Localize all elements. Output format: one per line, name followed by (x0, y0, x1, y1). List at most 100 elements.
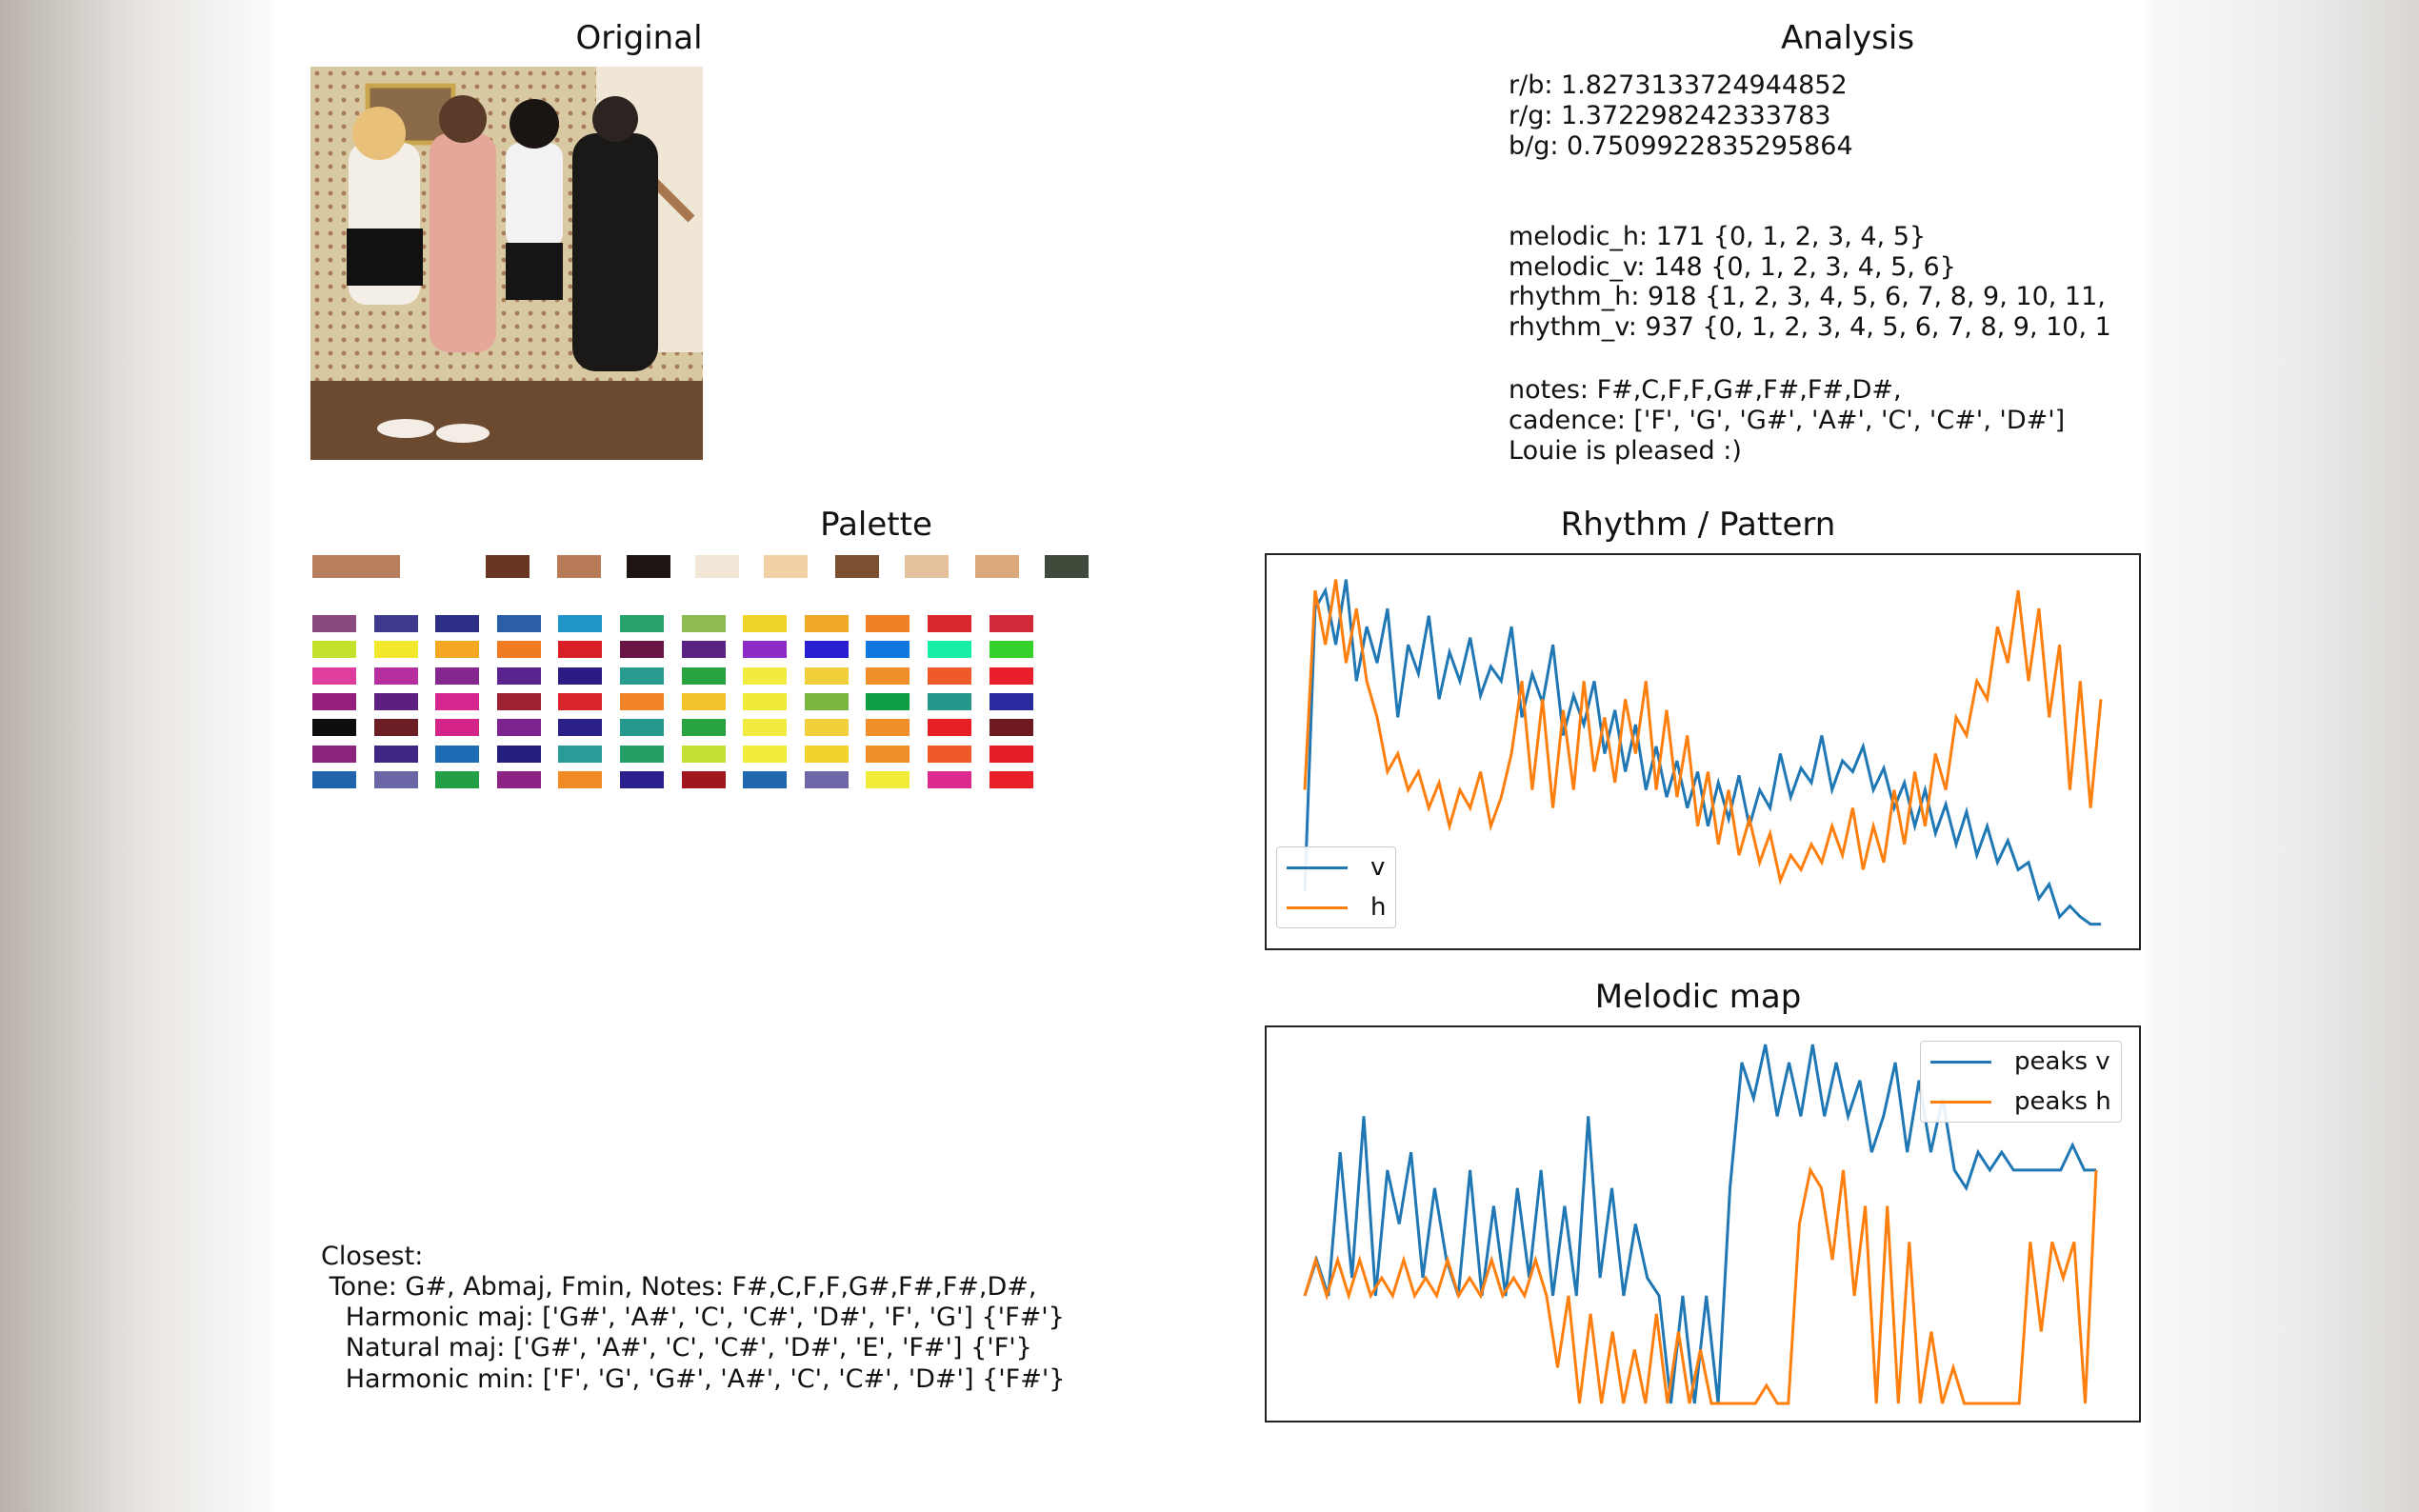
legend-label-peaks-v: peaks v (2014, 1047, 2110, 1076)
palette-grid-cell (989, 666, 1033, 685)
palette-grid-cell (373, 692, 418, 710)
palette-grid-cell (558, 641, 603, 659)
palette-grid-cell (558, 692, 603, 710)
analysis-ratio-rb: r/b: 1.8273133724944852 (1509, 70, 1848, 100)
palette-grid-cell (866, 745, 910, 763)
palette-grid-cell (620, 666, 664, 685)
melodic-legend: peaks v peaks h (1920, 1041, 2122, 1123)
rhythm-pattern-svg (1303, 579, 2103, 926)
verdict-line: Louie is pleased :) (1509, 436, 1742, 466)
palette-grid-cell (866, 770, 910, 788)
palette-grid-cell (373, 770, 418, 788)
palette-grid-cell (312, 641, 356, 659)
palette-swatch (695, 555, 739, 578)
palette-grid-cell (804, 745, 849, 763)
palette-grid-cell (743, 719, 788, 737)
palette-grid-cell (928, 770, 971, 788)
palette-grid-cell (435, 692, 480, 710)
palette-grid-cell (620, 615, 664, 632)
melodic-map-plot: peaks v peaks h (1265, 1025, 2141, 1422)
palette-swatch (400, 555, 444, 578)
palette-grid-cell (620, 745, 664, 763)
palette-grid-cell (866, 719, 910, 737)
palette-grid-cell (620, 641, 664, 659)
legend-line-v (1287, 865, 1348, 869)
analysis-ratio-bg: b/g: 0.7509922835295864 (1509, 131, 1853, 161)
melodic-map-svg (1303, 1044, 2098, 1405)
legend-entry-peaks-v: peaks v (1921, 1042, 2121, 1082)
palette-grid-cell (989, 770, 1033, 788)
palette-grid-cell (373, 615, 418, 632)
palette-swatch (557, 555, 601, 578)
rhythm-legend: v h (1276, 846, 1397, 928)
palette-grid-cell (989, 745, 1033, 763)
palette-grid-cell (373, 745, 418, 763)
palette-swatch (975, 555, 1019, 578)
palette-grid-cell (866, 692, 910, 710)
palette-grid-cell (989, 641, 1033, 659)
palette-grid-cell (373, 666, 418, 685)
rhythm-h-line: rhythm_h: 918 {1, 2, 3, 4, 5, 6, 7, 8, 9… (1509, 282, 2106, 311)
legend-label-peaks-h: peaks h (2014, 1087, 2111, 1116)
palette-swatch (312, 555, 400, 578)
melodic-title: Melodic map (1594, 978, 1802, 1016)
palette-grid-cell (620, 770, 664, 788)
palette-grid-cell (435, 745, 480, 763)
palette-grid-cell (496, 719, 541, 737)
rhythm-pattern-plot: v h (1265, 553, 2141, 950)
pattern-block: melodic_h: 171 {0, 1, 2, 3, 4, 5} melodi… (1509, 222, 2143, 346)
legend-line-peaks-v (1930, 1060, 1991, 1064)
palette-grid-cell (373, 719, 418, 737)
palette-grid-cell (558, 745, 603, 763)
palette-grid-cell (496, 615, 541, 632)
original-album-photo (310, 67, 703, 460)
palette-grid-cell (681, 770, 726, 788)
palette-grid-cell (496, 666, 541, 685)
palette-grid-cell (496, 745, 541, 763)
palette-grid-cell (743, 641, 788, 659)
palette-grid-cell (435, 641, 480, 659)
palette-grid-cell (620, 719, 664, 737)
palette-grid-cell (681, 615, 726, 632)
palette-grid-cell (373, 641, 418, 659)
closest-natural-maj: Natural maj: ['G#', 'A#', 'C', 'C#', 'D#… (321, 1333, 1032, 1363)
palette-grid-cell (743, 666, 788, 685)
rhythm-v-line: rhythm_v: 937 {0, 1, 2, 3, 4, 5, 6, 7, 8… (1509, 312, 2111, 342)
palette-grid-cell (866, 615, 910, 632)
palette-grid-cell (928, 641, 971, 659)
closest-harmonic-min: Harmonic min: ['F', 'G', 'G#', 'A#', 'C'… (321, 1364, 1066, 1394)
palette-grid-cell (928, 745, 971, 763)
original-title: Original (575, 19, 703, 57)
legend-line-peaks-h (1930, 1100, 1991, 1104)
palette-grid-cell (989, 692, 1033, 710)
palette-grid-cell (928, 719, 971, 737)
legend-entry-h: h (1277, 887, 1395, 927)
legend-entry-v: v (1277, 847, 1395, 887)
series-line-peaks-h (1303, 1165, 2098, 1405)
palette-grid-cell (312, 692, 356, 710)
palette-grid-cell (558, 666, 603, 685)
palette-grid-cell (496, 692, 541, 710)
analysis-ratio-rg: r/g: 1.372298242333783 (1509, 101, 1831, 130)
melodic-v-line: melodic_v: 148 {0, 1, 2, 3, 4, 5, 6} (1509, 252, 1956, 282)
rhythm-title: Rhythm / Pattern (1560, 506, 1836, 544)
palette-grid-cell (928, 692, 971, 710)
closest-heading: Closest: (321, 1242, 424, 1271)
cadence-line: cadence: ['F', 'G', 'G#', 'A#', 'C', 'C#… (1509, 406, 2066, 435)
palette-grid-cell (620, 692, 664, 710)
legend-line-h (1287, 905, 1348, 909)
notes-line: notes: F#,C,F,F,G#,F#,F#,D#, (1509, 375, 1902, 405)
closest-harmonic-maj: Harmonic maj: ['G#', 'A#', 'C', 'C#', 'D… (321, 1303, 1065, 1332)
palette-swatch (764, 555, 808, 578)
palette-grid-cell (928, 666, 971, 685)
palette-grid-cell (312, 666, 356, 685)
closest-tone: Tone: G#, Abmaj, Fmin, Notes: F#,C,F,F,G… (321, 1272, 1037, 1302)
legend-label-h: h (1370, 893, 1387, 922)
palette-swatch (1045, 555, 1089, 578)
palette-grid-cell (312, 770, 356, 788)
analysis-title: Analysis (1780, 19, 1915, 57)
palette-grid-cell (804, 692, 849, 710)
palette-grid-cell (435, 615, 480, 632)
palette-grid-cell (681, 641, 726, 659)
palette-grid-cell (558, 615, 603, 632)
